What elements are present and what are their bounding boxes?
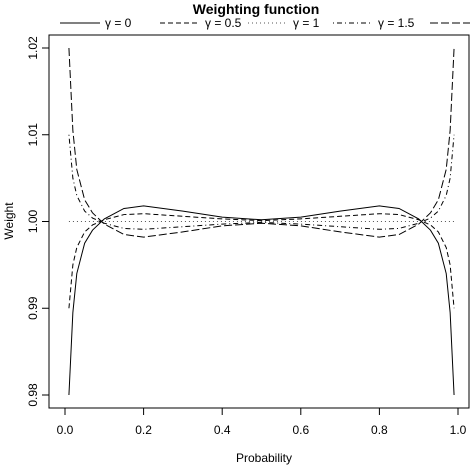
x-tick-label: 0.0: [57, 423, 74, 437]
x-axis: 0.0 0.2 0.4 0.6 0.8 1.0: [57, 407, 467, 437]
x-tick-label: 0.4: [214, 423, 231, 437]
series-line-2: [68, 213, 455, 309]
y-tick-label: 1.00: [26, 209, 40, 233]
x-tick-label: 0.6: [292, 423, 309, 437]
legend-label: γ = 0: [105, 16, 132, 30]
x-axis-label: Probability: [236, 451, 292, 465]
plot-frame: [48, 34, 470, 409]
series-line-5: [68, 47, 455, 238]
y-axis-label: Weight: [2, 202, 16, 240]
legend: γ = 0γ = 0.5γ = 1γ = 1.5γ = 2: [60, 16, 470, 30]
y-tick-label: 0.99: [26, 296, 40, 320]
legend-label: γ = 1.5: [378, 16, 415, 30]
y-axis: 0.98 0.99 1.00 1.01 1.02: [26, 36, 50, 407]
x-tick-label: 0.2: [135, 423, 152, 437]
series-line-1: [68, 205, 455, 396]
x-tick-label: 1.0: [450, 423, 467, 437]
legend-label: γ = 0.5: [205, 16, 242, 30]
series-layer: [68, 47, 455, 396]
series-line-4: [68, 134, 455, 230]
y-tick-label: 1.01: [26, 123, 40, 147]
y-tick-label: 1.02: [26, 36, 40, 60]
x-tick-label: 0.8: [371, 423, 388, 437]
chart-title: Weighting function: [193, 1, 320, 17]
y-tick-label: 0.98: [26, 383, 40, 407]
legend-label: γ = 1: [293, 16, 320, 30]
